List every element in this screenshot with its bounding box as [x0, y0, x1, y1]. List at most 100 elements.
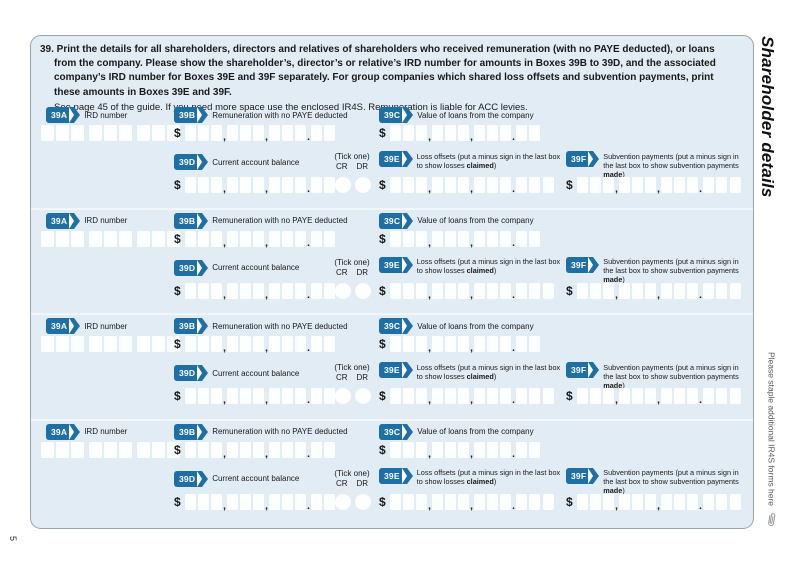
digit-box[interactable] — [324, 336, 335, 352]
digit-box[interactable] — [577, 388, 588, 404]
digit-box[interactable] — [474, 177, 485, 193]
digit-box[interactable] — [390, 177, 401, 193]
dr-tick-circle[interactable] — [355, 282, 371, 299]
digit-box[interactable] — [295, 493, 306, 510]
minus-sign-box[interactable] — [543, 388, 554, 404]
digit-box[interactable] — [487, 441, 498, 458]
digit-box[interactable] — [500, 230, 511, 247]
digit-box[interactable] — [716, 177, 727, 193]
digit-box[interactable] — [295, 282, 306, 299]
digit-box[interactable] — [458, 388, 469, 404]
digit-box[interactable] — [390, 336, 401, 352]
digit-box[interactable] — [516, 441, 527, 458]
digit-box[interactable] — [645, 388, 656, 404]
ird-digit-box[interactable] — [137, 230, 150, 247]
digit-box[interactable] — [432, 282, 443, 299]
digit-box[interactable] — [416, 336, 427, 352]
ird-digit-box[interactable] — [167, 125, 180, 141]
digit-box[interactable] — [516, 388, 527, 404]
digit-box[interactable] — [687, 282, 698, 299]
digit-box[interactable] — [185, 282, 196, 299]
digit-box[interactable] — [253, 493, 264, 510]
digit-box[interactable] — [198, 177, 209, 193]
digit-box[interactable] — [416, 125, 427, 141]
digit-box[interactable] — [295, 388, 306, 404]
digit-box[interactable] — [590, 388, 601, 404]
digit-box[interactable] — [403, 230, 414, 247]
ird-digit-box[interactable] — [71, 230, 84, 247]
digit-box[interactable] — [529, 441, 540, 458]
digit-box[interactable] — [311, 177, 322, 193]
digit-box[interactable] — [632, 282, 643, 299]
digit-box[interactable] — [445, 493, 456, 510]
digit-box[interactable] — [529, 282, 540, 299]
digit-box[interactable] — [500, 493, 511, 510]
cr-tick-circle[interactable] — [335, 493, 351, 510]
digit-box[interactable] — [311, 282, 322, 299]
ird-digit-box[interactable] — [41, 441, 54, 458]
amount-input-39d[interactable]: $ , , . — [174, 388, 335, 406]
digit-box[interactable] — [240, 282, 251, 299]
ird-digit-box[interactable] — [71, 441, 84, 458]
digit-box[interactable] — [529, 388, 540, 404]
digit-box[interactable] — [198, 388, 209, 404]
ird-digit-box[interactable] — [167, 441, 180, 458]
digit-box[interactable] — [198, 493, 209, 510]
digit-box[interactable] — [474, 388, 485, 404]
digit-box[interactable] — [269, 441, 280, 458]
digit-box[interactable] — [282, 441, 293, 458]
amount-input-39b[interactable]: $ , , . — [174, 441, 335, 459]
digit-box[interactable] — [416, 282, 427, 299]
digit-box[interactable] — [211, 282, 222, 299]
digit-box[interactable] — [416, 493, 427, 510]
digit-box[interactable] — [390, 282, 401, 299]
amount-input-39b[interactable]: $ , , . — [174, 125, 335, 143]
digit-box[interactable] — [432, 177, 443, 193]
digit-box[interactable] — [516, 177, 527, 193]
digit-box[interactable] — [311, 388, 322, 404]
digit-box[interactable] — [432, 125, 443, 141]
amount-input-39f[interactable]: $ , , . — [566, 282, 741, 300]
digit-box[interactable] — [487, 388, 498, 404]
digit-box[interactable] — [240, 441, 251, 458]
ird-digit-box[interactable] — [152, 336, 165, 352]
digit-box[interactable] — [295, 336, 306, 352]
digit-box[interactable] — [716, 388, 727, 404]
digit-box[interactable] — [432, 493, 443, 510]
ird-digit-box[interactable] — [56, 336, 69, 352]
amount-input-39b[interactable]: $ , , . — [174, 230, 335, 248]
digit-box[interactable] — [529, 230, 540, 247]
amount-input-39d[interactable]: $ , , . — [174, 493, 335, 511]
digit-box[interactable] — [416, 177, 427, 193]
minus-sign-box[interactable] — [543, 493, 554, 510]
digit-box[interactable] — [474, 125, 485, 141]
digit-box[interactable] — [253, 177, 264, 193]
digit-box[interactable] — [458, 493, 469, 510]
digit-box[interactable] — [324, 177, 335, 193]
digit-box[interactable] — [282, 493, 293, 510]
digit-box[interactable] — [185, 493, 196, 510]
digit-box[interactable] — [311, 336, 322, 352]
digit-box[interactable] — [295, 125, 306, 141]
digit-box[interactable] — [619, 177, 630, 193]
digit-box[interactable] — [390, 493, 401, 510]
digit-box[interactable] — [295, 230, 306, 247]
digit-box[interactable] — [403, 493, 414, 510]
digit-box[interactable] — [458, 282, 469, 299]
digit-box[interactable] — [687, 388, 698, 404]
digit-box[interactable] — [390, 388, 401, 404]
digit-box[interactable] — [227, 230, 238, 247]
digit-box[interactable] — [416, 230, 427, 247]
ird-digit-box[interactable] — [41, 125, 54, 141]
digit-box[interactable] — [590, 493, 601, 510]
ird-number-input[interactable] — [41, 336, 180, 352]
digit-box[interactable] — [311, 441, 322, 458]
ird-digit-box[interactable] — [56, 230, 69, 247]
digit-box[interactable] — [324, 493, 335, 510]
digit-box[interactable] — [403, 282, 414, 299]
digit-box[interactable] — [403, 336, 414, 352]
digit-box[interactable] — [282, 336, 293, 352]
digit-box[interactable] — [403, 388, 414, 404]
amount-input-39f[interactable]: $ , , . — [566, 493, 741, 511]
ird-digit-box[interactable] — [56, 441, 69, 458]
